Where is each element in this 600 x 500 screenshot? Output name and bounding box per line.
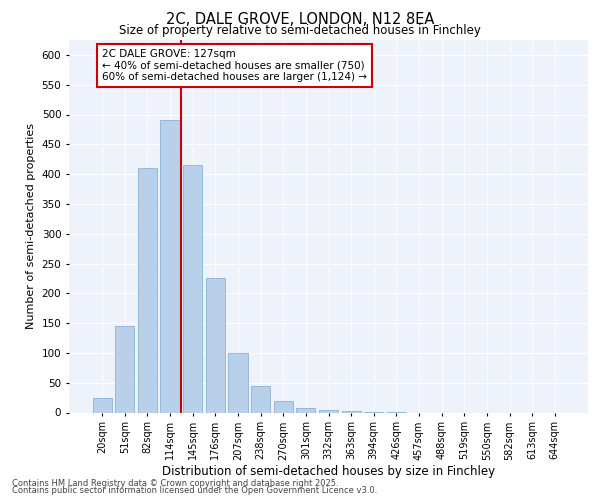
- Text: Size of property relative to semi-detached houses in Finchley: Size of property relative to semi-detach…: [119, 24, 481, 37]
- Text: Contains public sector information licensed under the Open Government Licence v3: Contains public sector information licen…: [12, 486, 377, 495]
- Bar: [183, 165, 202, 412]
- Bar: [160, 120, 180, 412]
- Bar: [115, 326, 134, 412]
- Bar: [92, 398, 112, 412]
- Bar: [274, 400, 293, 412]
- Bar: [138, 168, 157, 412]
- Y-axis label: Number of semi-detached properties: Number of semi-detached properties: [26, 123, 36, 329]
- Text: 2C DALE GROVE: 127sqm
← 40% of semi-detached houses are smaller (750)
60% of sem: 2C DALE GROVE: 127sqm ← 40% of semi-deta…: [102, 49, 367, 82]
- Text: Contains HM Land Registry data © Crown copyright and database right 2025.: Contains HM Land Registry data © Crown c…: [12, 478, 338, 488]
- Bar: [229, 353, 248, 412]
- Text: 2C, DALE GROVE, LONDON, N12 8EA: 2C, DALE GROVE, LONDON, N12 8EA: [166, 12, 434, 28]
- X-axis label: Distribution of semi-detached houses by size in Finchley: Distribution of semi-detached houses by …: [162, 465, 495, 478]
- Bar: [296, 408, 316, 412]
- Bar: [319, 410, 338, 412]
- Bar: [206, 278, 225, 412]
- Bar: [251, 386, 270, 412]
